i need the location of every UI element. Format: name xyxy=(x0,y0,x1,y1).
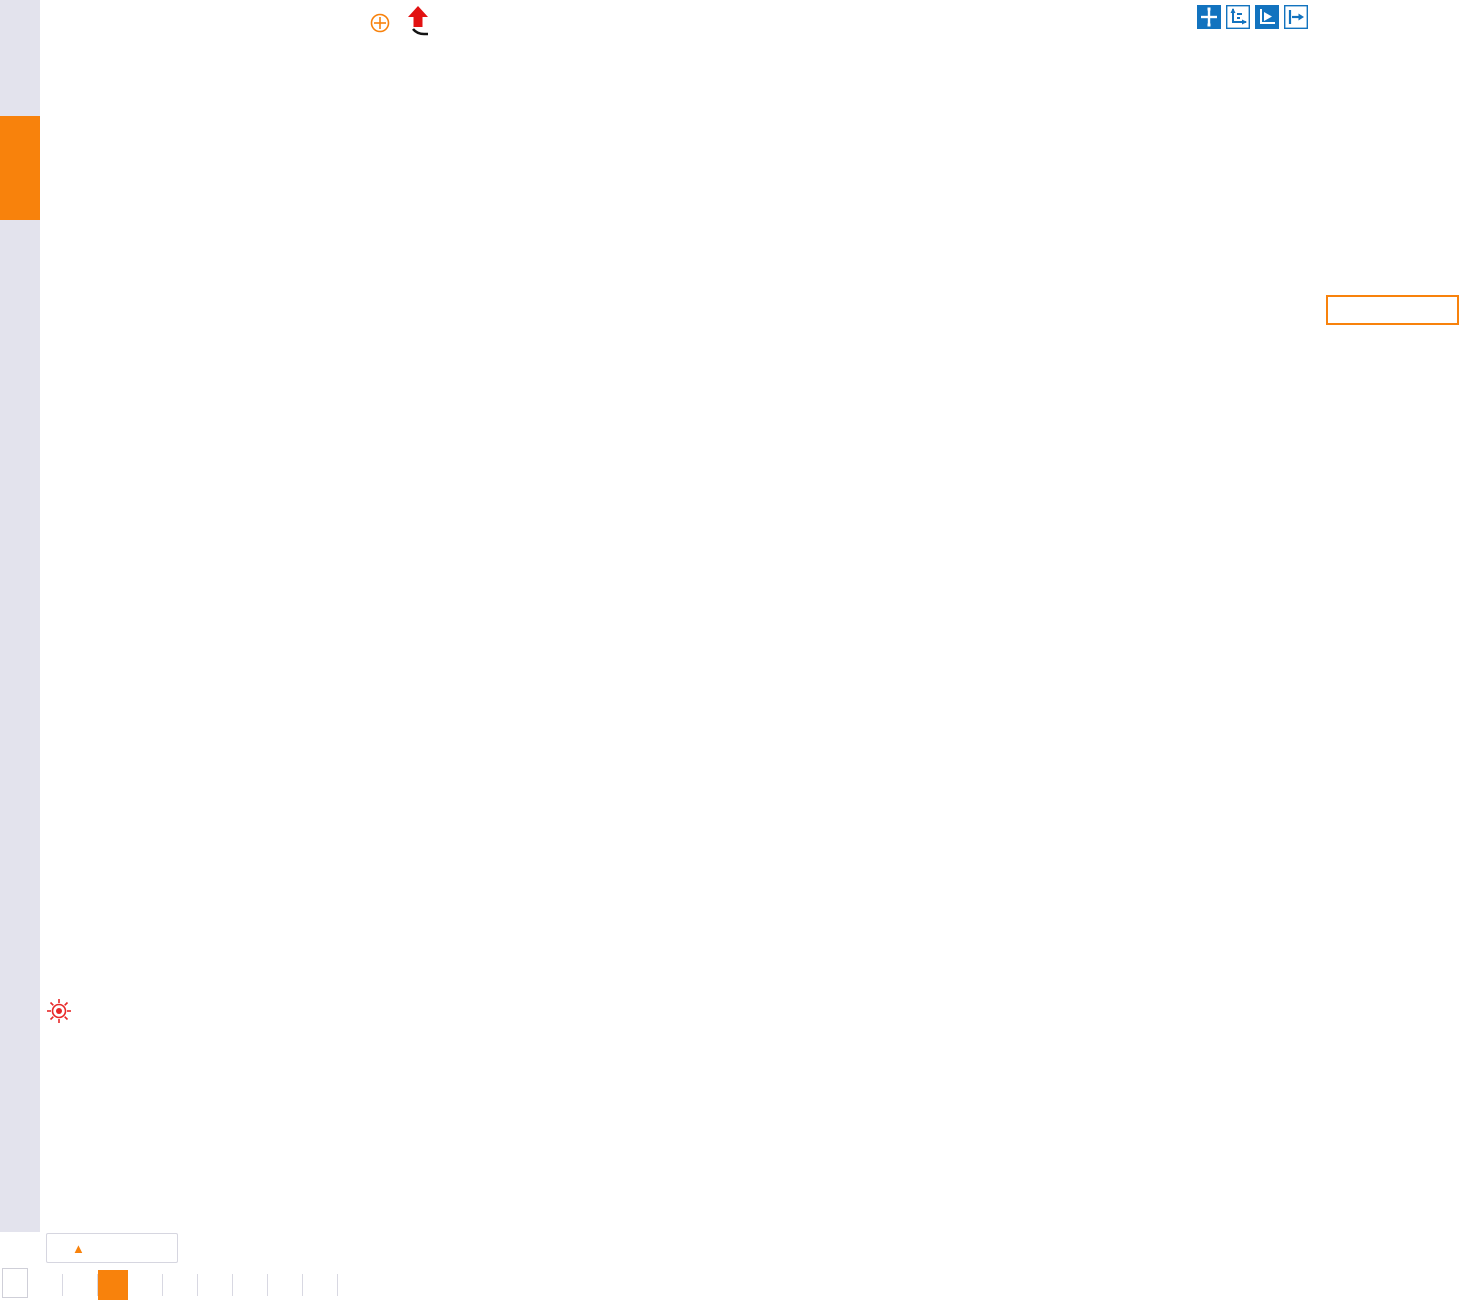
sun-indicator-icon[interactable] xyxy=(45,997,73,1025)
chart-toolbar xyxy=(1197,5,1308,29)
tab-vip-indicators[interactable] xyxy=(98,1270,128,1300)
period-selector[interactable]: ▲ xyxy=(46,1233,178,1263)
auto-follow-icon[interactable] xyxy=(1255,5,1279,29)
tab-cci-ud[interactable] xyxy=(233,1274,268,1296)
triangle-up-icon: ▲ xyxy=(72,1240,85,1256)
sidebar-item-time-chart[interactable] xyxy=(0,6,40,108)
tab-barupdn-ud[interactable] xyxy=(128,1274,163,1296)
tab-inside-ud[interactable] xyxy=(303,1274,338,1296)
plus-circle-icon[interactable] xyxy=(370,13,390,33)
sidebar xyxy=(0,0,40,1232)
tab-more[interactable] xyxy=(338,1274,372,1296)
pan-right-icon[interactable] xyxy=(1284,5,1308,29)
axis-scale-icon[interactable] xyxy=(1226,5,1250,29)
sidebar-item-kline-chart[interactable] xyxy=(0,116,40,220)
tab-bias-ud[interactable] xyxy=(163,1274,198,1296)
sidebar-item-flash-chart[interactable] xyxy=(0,228,40,332)
move-cross-icon[interactable] xyxy=(1197,5,1221,29)
indicator-tabbar xyxy=(28,1270,1462,1300)
tab-boll-ud[interactable] xyxy=(198,1274,233,1296)
current-price-box xyxy=(1326,295,1459,325)
tab-templates[interactable] xyxy=(63,1274,98,1296)
tab-dmi-ud[interactable] xyxy=(268,1274,303,1296)
tab-indicators[interactable] xyxy=(28,1274,63,1296)
tabbar-corner-cell xyxy=(2,1268,28,1298)
sidebar-item-contract-info[interactable] xyxy=(0,340,40,472)
red-up-arrow-icon[interactable] xyxy=(405,4,433,36)
